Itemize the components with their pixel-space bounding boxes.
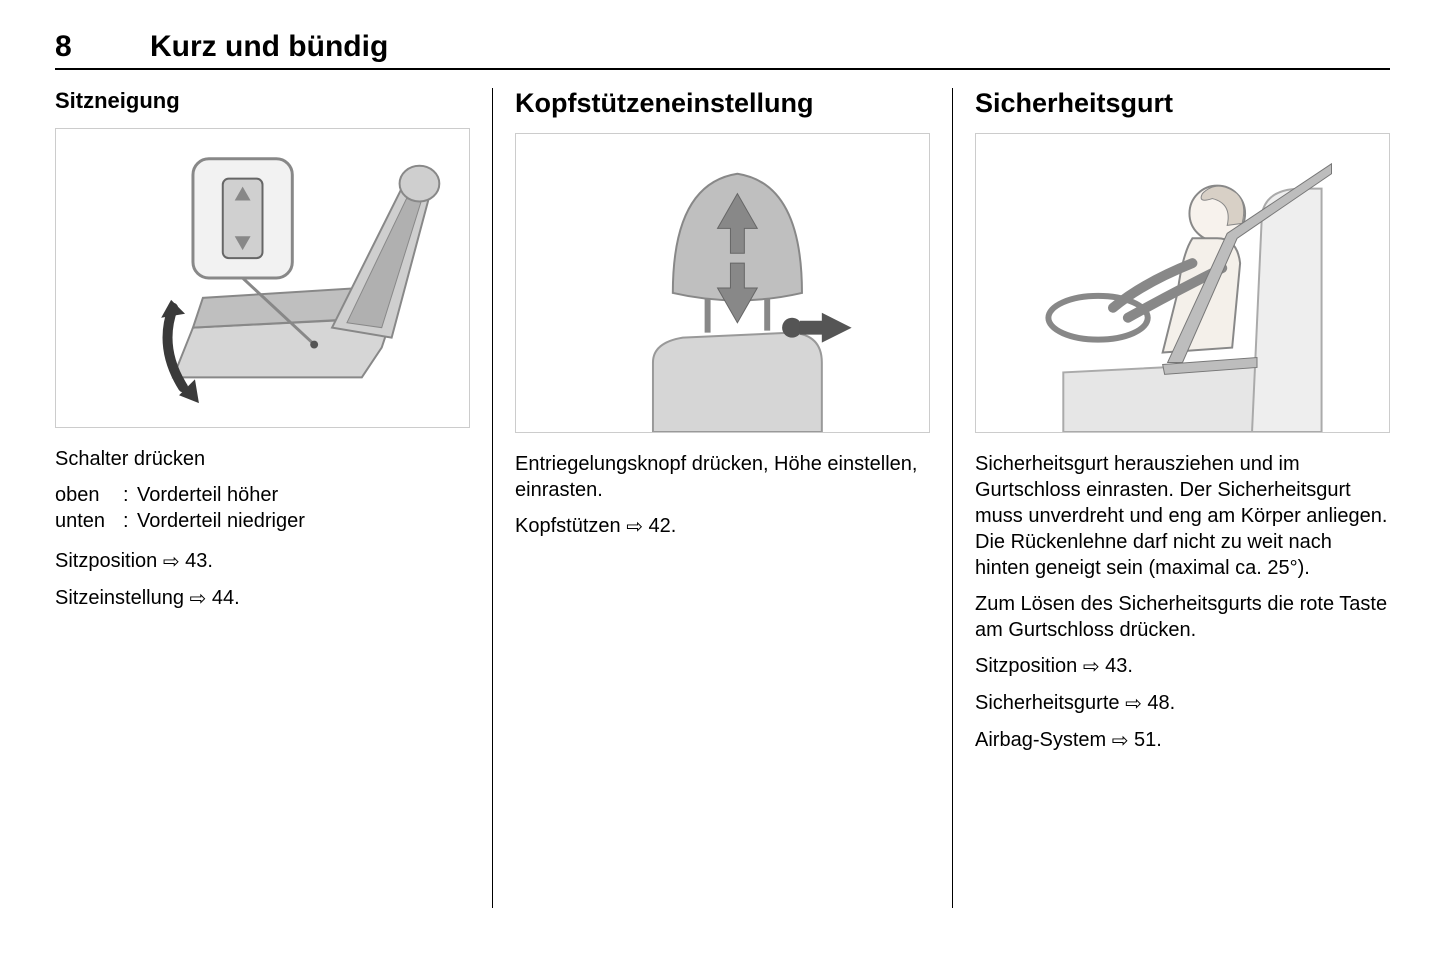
col1-row0-val: Vorderteil höher	[137, 482, 278, 508]
col1-row1-val: Vorderteil niedriger	[137, 508, 305, 534]
page-ref-icon: ⇨	[190, 586, 207, 612]
col1-ref2: Sitzeinstellung ⇨ 44.	[55, 585, 470, 612]
col1-row0-sep: :	[123, 482, 137, 508]
col3-ref2-after: 48.	[1142, 692, 1175, 714]
col1-row1-sep: :	[123, 508, 137, 534]
col2-ref1-after: 42.	[643, 515, 676, 537]
col1-row-1: unten : Vorderteil niedriger	[55, 508, 470, 534]
headrest-icon	[516, 134, 929, 432]
page-header: 8 Kurz und bündig	[55, 30, 1390, 70]
col2-ref1: Kopfstützen ⇨ 42.	[515, 513, 930, 540]
col2-ref1-before: Kopfstützen	[515, 515, 626, 537]
col1-text1: Schalter drücken	[55, 446, 470, 472]
col2-text1: Entriegelungsknopf drücken, Höhe einstel…	[515, 451, 930, 503]
seat-tilt-icon	[56, 129, 469, 427]
col3-text2: Zum Lösen des Sicherheitsgurts die rote …	[975, 591, 1390, 643]
col3-ref2: Sicherheitsgurte ⇨ 48.	[975, 690, 1390, 717]
col3-text1: Sicherheitsgurt herausziehen und im Gurt…	[975, 451, 1390, 581]
page: 8 Kurz und bündig Sitzneigung	[0, 0, 1445, 908]
col1-ref1: Sitzposition ⇨ 43.	[55, 548, 470, 575]
col3-ref3-before: Airbag-System	[975, 729, 1112, 751]
page-ref-icon: ⇨	[1125, 691, 1142, 717]
col1-ref1-after: 43.	[180, 550, 213, 572]
col2-heading: Kopfstützeneinstellung	[515, 88, 930, 119]
chapter-title: Kurz und bündig	[150, 30, 388, 64]
page-ref-icon: ⇨	[626, 514, 643, 540]
column-3: Sicherheitsgurt	[953, 88, 1390, 908]
page-ref-icon: ⇨	[163, 549, 180, 575]
col1-ref1-before: Sitzposition	[55, 550, 163, 572]
col1-ref2-before: Sitzeinstellung	[55, 587, 190, 609]
seatbelt-figure	[975, 133, 1390, 433]
columns-container: Sitzneigung	[55, 88, 1390, 908]
col1-ref2-after: 44.	[206, 587, 239, 609]
seatbelt-icon	[976, 134, 1389, 432]
headrest-figure	[515, 133, 930, 433]
col3-ref2-before: Sicherheitsgurte	[975, 692, 1125, 714]
column-1: Sitzneigung	[55, 88, 492, 908]
col3-ref1-after: 43.	[1100, 655, 1133, 677]
seat-tilt-figure	[55, 128, 470, 428]
col1-row0-key: oben	[55, 482, 123, 508]
col1-row-0: oben : Vorderteil höher	[55, 482, 470, 508]
col3-ref3: Airbag-System ⇨ 51.	[975, 727, 1390, 754]
page-ref-icon: ⇨	[1112, 728, 1129, 754]
col1-row1-key: unten	[55, 508, 123, 534]
col3-ref1: Sitzposition ⇨ 43.	[975, 653, 1390, 680]
col3-ref3-after: 51.	[1128, 729, 1161, 751]
page-number: 8	[55, 30, 150, 64]
col1-heading: Sitzneigung	[55, 88, 470, 114]
col3-heading: Sicherheitsgurt	[975, 88, 1390, 119]
col3-ref1-before: Sitzposition	[975, 655, 1083, 677]
column-2: Kopfstützeneinstellung	[493, 88, 952, 908]
page-ref-icon: ⇨	[1083, 654, 1100, 680]
